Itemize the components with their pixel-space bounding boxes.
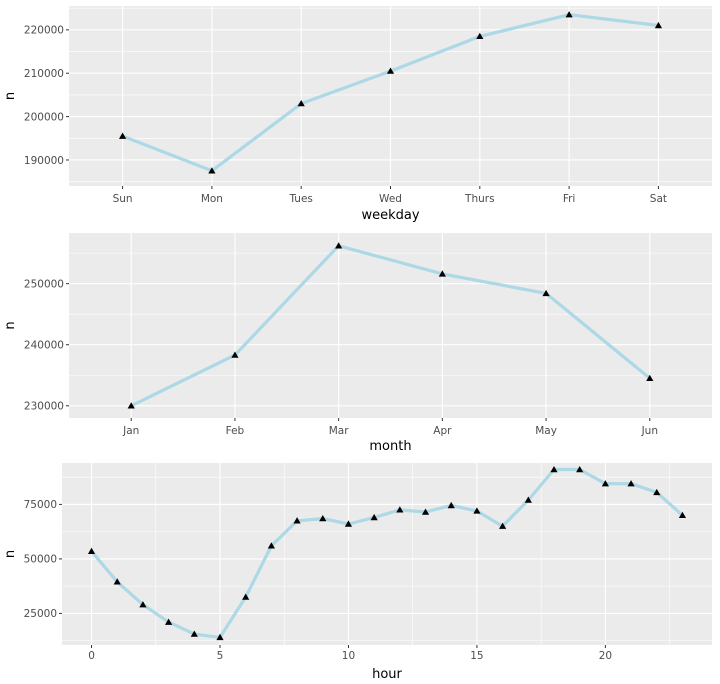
data-point-marker <box>216 633 224 641</box>
data-point-marker <box>113 578 121 585</box>
data-point-marker <box>242 593 250 600</box>
y-tick-label: 210000 <box>24 68 64 80</box>
plot-panel <box>62 463 712 645</box>
data-point-marker <box>370 513 378 521</box>
y-tick-label: 190000 <box>24 155 64 167</box>
y-tick-label: 75000 <box>24 499 57 511</box>
x-tick-label: Apr <box>433 425 452 437</box>
x-tick-label: Mon <box>201 193 223 205</box>
data-point-marker <box>542 289 550 297</box>
data-point-marker <box>476 32 484 40</box>
data-point-marker <box>297 99 305 107</box>
x-tick-label: Mar <box>329 425 349 437</box>
x-tick-label: Sun <box>113 193 133 205</box>
y-tick-label: 25000 <box>24 608 57 620</box>
y-axis-title: n <box>3 92 18 100</box>
x-tick-label: 20 <box>599 650 612 662</box>
y-tick-label: 250000 <box>24 278 64 290</box>
data-point-marker <box>421 508 430 515</box>
data-point-marker <box>646 374 654 382</box>
y-axis-title: n <box>3 550 18 558</box>
data-point-marker <box>678 511 687 519</box>
y-tick-label: 200000 <box>24 111 64 123</box>
x-tick-label: Jan <box>122 425 139 437</box>
data-point-marker <box>335 242 343 249</box>
data-point-marker <box>565 11 573 18</box>
data-point-marker <box>653 488 661 496</box>
x-axis-title: weekday <box>361 208 419 223</box>
data-point-marker <box>118 132 127 139</box>
x-tick-label: 5 <box>217 650 224 662</box>
y-tick-label: 220000 <box>24 25 64 37</box>
data-point-marker <box>524 496 532 503</box>
x-tick-label: 10 <box>342 650 355 662</box>
x-tick-label: 0 <box>88 650 95 662</box>
data-point-marker <box>386 67 395 74</box>
series-line <box>89 467 685 640</box>
hour-chart: 25000 50000 75000 0 5 10 15 20 hour n <box>3 463 712 682</box>
y-tick-label: 230000 <box>24 401 64 413</box>
x-tick-label: Sat <box>650 193 667 205</box>
data-point-marker <box>447 501 455 509</box>
data-point-marker <box>87 547 96 554</box>
data-point-marker <box>601 480 609 487</box>
x-tick-label: Wed <box>379 193 402 205</box>
plot-panel <box>69 233 712 418</box>
x-tick-label: May <box>535 425 557 437</box>
y-tick-label: 240000 <box>24 340 64 352</box>
data-point-marker <box>576 465 584 473</box>
data-point-marker <box>267 542 275 549</box>
data-point-marker <box>208 167 216 174</box>
data-point-marker <box>473 507 481 514</box>
data-point-marker <box>319 514 327 522</box>
x-tick-label: Thurs <box>464 193 495 205</box>
series-line <box>129 244 652 408</box>
x-axis-title: month <box>369 439 411 454</box>
data-point-marker <box>499 522 507 529</box>
data-point-marker <box>627 480 635 487</box>
x-tick-label: Tues <box>288 193 312 205</box>
data-point-marker <box>127 402 135 409</box>
month-chart: 230000 240000 250000 Jan Feb Mar Apr May Jun mont… <box>3 233 712 454</box>
x-axis-title: hour <box>372 667 402 682</box>
data-point-marker <box>139 601 147 608</box>
data-point-marker <box>438 270 446 277</box>
y-tick-label: 50000 <box>24 554 57 566</box>
data-point-marker <box>396 506 404 513</box>
weekday-chart: 190000 200000 210000 220000 Sun Mon Tues Wed Thu… <box>3 6 712 223</box>
data-point-marker <box>231 351 239 358</box>
data-point-marker <box>190 630 198 637</box>
data-point-marker <box>293 517 301 524</box>
y-axis-title: n <box>3 321 18 329</box>
x-tick-label: Feb <box>226 425 245 437</box>
x-tick-label: 15 <box>470 650 483 662</box>
data-point-marker <box>165 618 173 625</box>
data-point-marker <box>344 520 353 527</box>
data-point-marker <box>654 21 663 29</box>
data-point-marker <box>550 465 558 473</box>
x-tick-label: Fri <box>563 193 576 205</box>
x-tick-label: Jun <box>641 425 658 437</box>
